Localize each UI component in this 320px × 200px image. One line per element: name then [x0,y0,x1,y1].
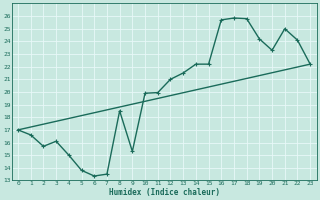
X-axis label: Humidex (Indice chaleur): Humidex (Indice chaleur) [108,188,220,197]
